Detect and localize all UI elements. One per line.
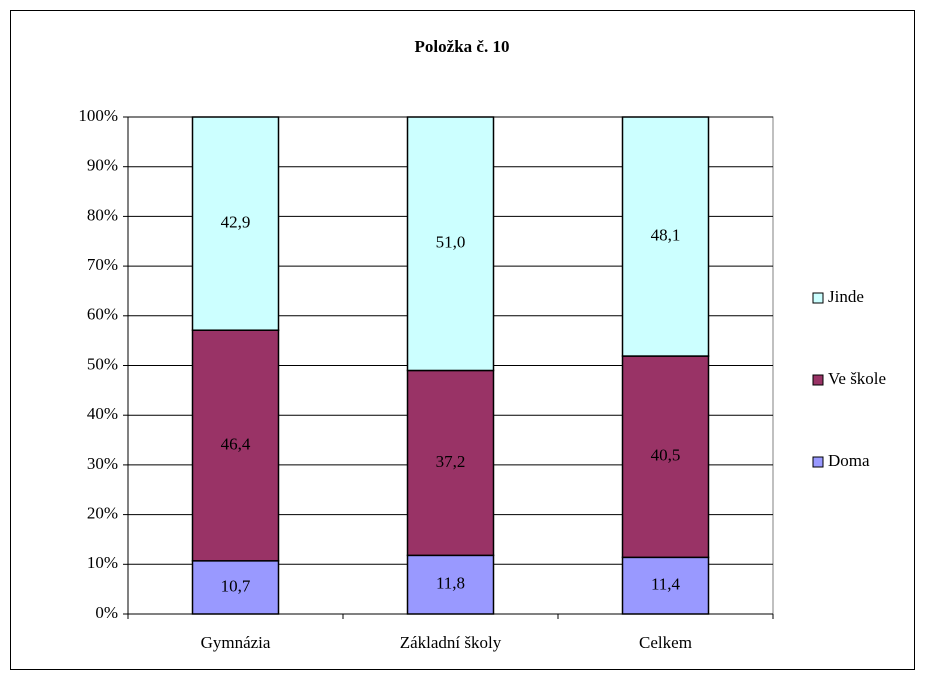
- y-tick-label: 0%: [95, 603, 118, 622]
- x-tick-label: Gymnázia: [201, 633, 271, 652]
- data-label: 37,2: [436, 452, 466, 471]
- bar-segment: [621, 355, 710, 559]
- bar-segment: [406, 369, 495, 557]
- y-tick-label: 30%: [87, 454, 118, 473]
- y-tick-label: 90%: [87, 156, 118, 175]
- legend-swatch: [812, 292, 824, 304]
- y-tick-label: 70%: [87, 255, 118, 274]
- x-tick-label: Základní školy: [400, 633, 502, 652]
- bar-segment: [406, 554, 495, 615]
- bar-segment: [406, 116, 495, 372]
- bar-segment: [621, 556, 710, 615]
- data-label: 48,1: [651, 225, 681, 244]
- bar-segment: [621, 116, 710, 357]
- data-label: 11,8: [436, 574, 465, 593]
- data-label: 42,9: [221, 213, 251, 232]
- chart-title: Položka č. 10: [415, 37, 510, 56]
- data-label: 46,4: [221, 434, 251, 453]
- y-tick-label: 50%: [87, 354, 118, 373]
- x-tick-label: Celkem: [639, 633, 692, 652]
- data-label: 10,7: [221, 576, 251, 595]
- y-tick-label: 80%: [87, 205, 118, 224]
- legend-label: Doma: [828, 451, 870, 470]
- y-tick-label: 40%: [87, 404, 118, 423]
- data-label: 11,4: [651, 575, 681, 594]
- y-tick-label: 60%: [87, 305, 118, 324]
- legend-label: Jinde: [828, 287, 864, 306]
- y-tick-label: 10%: [87, 553, 118, 572]
- data-label: 40,5: [651, 446, 681, 465]
- legend-swatch: [812, 456, 824, 468]
- legend-label: Ve škole: [828, 369, 886, 388]
- data-label: 51,0: [436, 233, 466, 252]
- y-tick-label: 20%: [87, 504, 118, 523]
- y-tick-label: 100%: [78, 106, 118, 125]
- legend-swatch: [812, 374, 824, 386]
- bar-segment: [191, 560, 280, 615]
- bar-segment: [191, 116, 280, 331]
